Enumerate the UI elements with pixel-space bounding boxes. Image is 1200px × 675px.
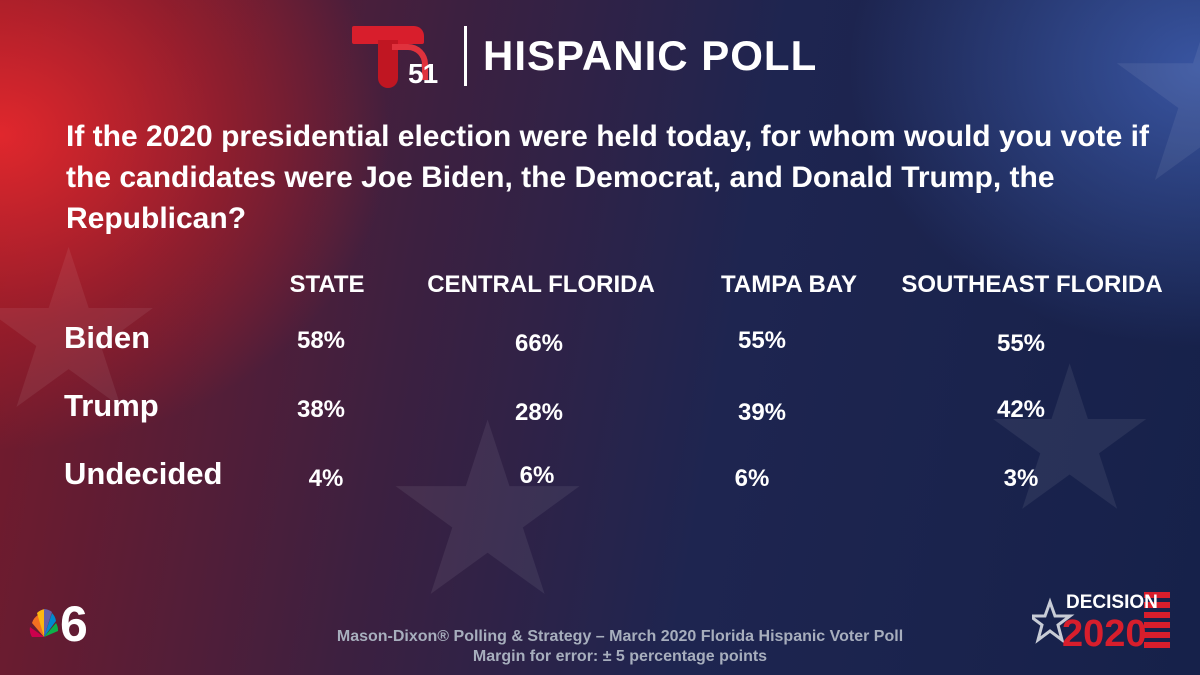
table-cell: 66% xyxy=(514,330,564,357)
table-cell: 42% xyxy=(996,396,1046,423)
footer-source: Mason-Dixon® Polling & Strategy – March … xyxy=(270,627,970,667)
table-cell: 4% xyxy=(308,465,344,492)
nbc-peacock-icon xyxy=(29,609,59,637)
header: 51 HISPANIC POLL xyxy=(352,22,817,90)
table-cell: 28% xyxy=(514,399,564,426)
row-label-undecided: Undecided xyxy=(64,456,223,491)
table-cell: 55% xyxy=(996,330,1046,357)
telemundo-logo: 51 xyxy=(352,22,452,90)
decision-year: 2020 xyxy=(1062,613,1147,650)
table-cell: 38% xyxy=(296,396,346,423)
table-cell: 3% xyxy=(1003,465,1039,492)
row-label-trump: Trump xyxy=(64,388,159,423)
decision-flag-stripes xyxy=(1144,592,1170,648)
poll-source: Mason-Dixon® Polling & Strategy – March … xyxy=(336,628,904,645)
table-cell: 58% xyxy=(296,327,346,354)
decision-2020-logo: DECISION 2020 xyxy=(1032,592,1170,650)
column-header-tampa-bay: TAMPA BAY xyxy=(720,271,858,298)
column-header-state: STATE xyxy=(289,271,365,298)
table-cell: 39% xyxy=(737,399,787,426)
station-number: 6 xyxy=(60,596,88,645)
header-divider xyxy=(464,26,467,86)
table-cell: 6% xyxy=(519,462,555,489)
column-header-central-florida: CENTRAL FLORIDA xyxy=(427,271,655,298)
page-title: HISPANIC POLL xyxy=(483,32,818,79)
margin-of-error: Margin for error: ± 5 percentage points xyxy=(472,648,768,665)
star-icon xyxy=(1032,597,1075,644)
background-star-decoration: ★ xyxy=(1100,0,1200,220)
background-star-decoration: ★ xyxy=(0,202,168,458)
background-star-decoration: ★ xyxy=(980,323,1160,556)
row-label-biden: Biden xyxy=(64,320,151,355)
background-star-decoration: ★ xyxy=(380,370,596,650)
poll-question: If the 2020 presidential election were h… xyxy=(66,120,1149,235)
nbc-6-logo: 6 xyxy=(29,596,88,645)
table-cell: 6% xyxy=(734,465,770,492)
decision-label: DECISION xyxy=(1066,592,1158,613)
table-cell: 55% xyxy=(737,327,787,354)
column-header-southeast-florida: SOUTHEAST FLORIDA xyxy=(901,271,1163,298)
logo-channel-number: 51 xyxy=(408,58,438,89)
